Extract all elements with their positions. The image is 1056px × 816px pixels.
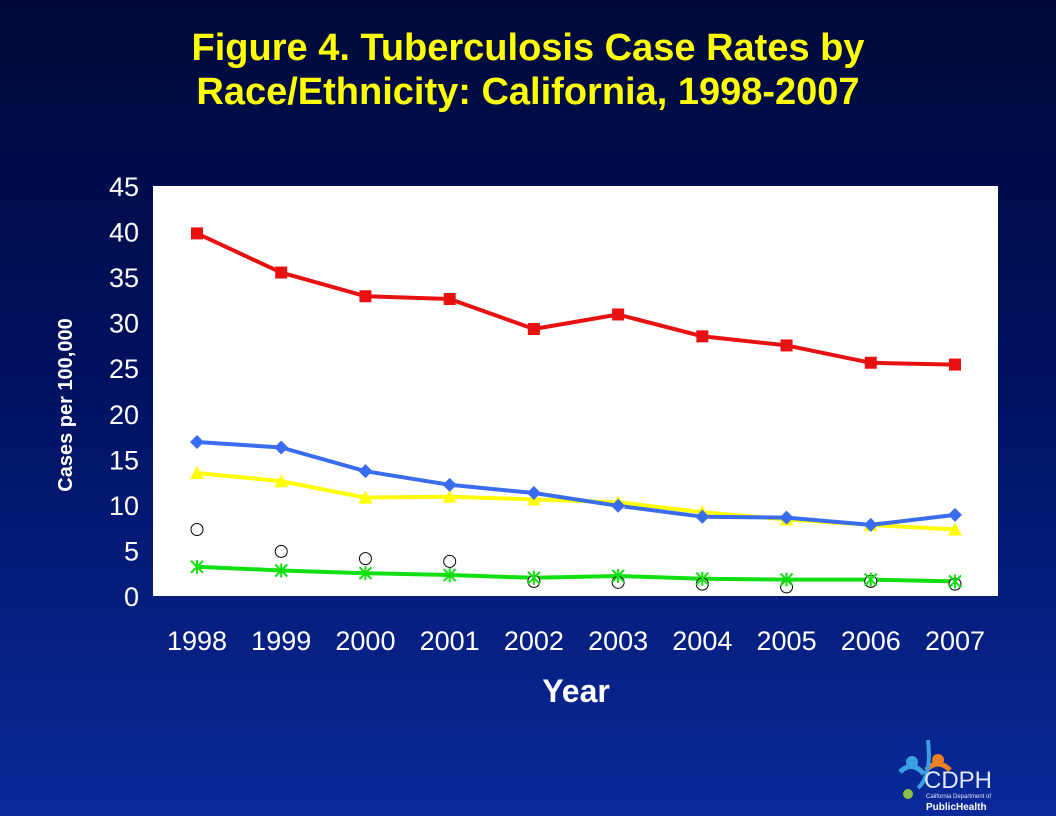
- y-tick-label: 5: [124, 536, 139, 566]
- x-axis-label: Year: [542, 673, 610, 709]
- x-axis-ticks: 1998 1999 2000 2001 2002 2003 2004 2005 2006 2007: [167, 626, 985, 656]
- data-point: [190, 559, 204, 574]
- series-line: [196, 440, 956, 527]
- data-point: [780, 339, 793, 352]
- data-point: [274, 544, 288, 558]
- y-tick-label: 45: [109, 172, 139, 202]
- data-point: [611, 568, 625, 583]
- data-point: [864, 572, 878, 587]
- series-label: Asian/Pacific Islander: [170, 203, 333, 222]
- data-point: [275, 266, 288, 279]
- y-tick-label: 30: [109, 309, 139, 339]
- data-point: [948, 507, 962, 522]
- data-point: [949, 358, 961, 371]
- data-point: [190, 466, 204, 479]
- plot-area: [153, 186, 998, 596]
- data-point: [779, 510, 794, 525]
- data-point: [358, 566, 373, 581]
- data-point: [359, 290, 372, 303]
- y-tick-label: 40: [109, 218, 139, 248]
- x-tick-label: 2003: [588, 626, 648, 656]
- data-point: [948, 522, 962, 536]
- series-line: [196, 564, 956, 584]
- series-labels: Asian/Pacific Islander Black Hispanic Ameri…: [170, 203, 402, 561]
- series-line: [196, 527, 956, 589]
- x-tick-label: 2000: [335, 626, 395, 656]
- cdph-logo: CDPH California Department of PublicHeal…: [898, 739, 992, 813]
- series-label: Hispanic: [170, 447, 236, 466]
- series-label: American Indian/Alaska Native: [170, 503, 402, 522]
- series-label: White: [170, 542, 213, 561]
- y-tick-label: 20: [109, 400, 139, 430]
- data-point: [527, 570, 541, 585]
- series-line: [196, 231, 956, 367]
- data-point: [190, 522, 204, 536]
- data-point: [442, 568, 457, 583]
- title-line-1: Figure 4. Tuberculosis Case Rates by: [191, 27, 865, 69]
- data-point: [191, 227, 203, 240]
- data-point: [443, 554, 457, 568]
- y-tick-label: 0: [124, 582, 139, 612]
- data-point: [779, 572, 794, 587]
- logo-subtext-2: PublicHealth: [926, 802, 987, 813]
- data-point: [274, 563, 288, 578]
- x-tick-label: 2001: [420, 626, 480, 656]
- data-point: [612, 308, 625, 321]
- x-tick-label: 2005: [757, 626, 817, 656]
- x-tick-label: 2006: [841, 626, 901, 656]
- data-point: [190, 435, 204, 450]
- x-tick-label: 2007: [925, 626, 985, 656]
- y-tick-label: 10: [109, 491, 139, 521]
- logo-text: CDPH: [924, 767, 992, 794]
- y-tick-label: 25: [109, 354, 139, 384]
- data-point: [695, 571, 710, 586]
- data-point: [948, 574, 962, 589]
- data-point: [358, 490, 373, 504]
- data-point: [527, 323, 540, 336]
- slide-title: Figure 4. Tuberculosis Case Rates by Rac…: [0, 26, 1056, 114]
- y-axis-ticks: 0 5 10 15 20 25 30 35 40 45: [109, 172, 139, 612]
- data-point: [274, 440, 289, 455]
- cdph-people-logo-icon: [898, 739, 952, 799]
- data-point: [274, 474, 289, 488]
- x-tick-label: 1998: [167, 626, 227, 656]
- x-tick-label: 2002: [504, 626, 564, 656]
- data-point: [863, 517, 878, 532]
- y-axis-label: Cases per 100,000: [55, 318, 77, 491]
- data-point: [696, 330, 709, 343]
- x-tick-label: 1999: [251, 626, 311, 656]
- title-line-2: Race/Ethnicity: California, 1998-2007: [196, 71, 860, 113]
- data-point: [442, 489, 457, 503]
- data-point: [358, 464, 373, 479]
- logo-subtext: California Department of: [926, 794, 991, 800]
- data-point: [526, 486, 541, 501]
- y-tick-label: 15: [109, 445, 139, 475]
- data-point: [443, 292, 456, 305]
- x-tick-label: 2004: [672, 626, 732, 656]
- data-point: [358, 552, 372, 566]
- series-markers: [190, 227, 962, 594]
- series-label: Black: [170, 412, 212, 431]
- series-lines: [196, 231, 956, 589]
- data-point: [611, 498, 626, 513]
- data-point: [864, 356, 877, 369]
- data-point: [442, 477, 457, 492]
- y-tick-label: 35: [109, 263, 139, 293]
- data-point: [695, 509, 710, 524]
